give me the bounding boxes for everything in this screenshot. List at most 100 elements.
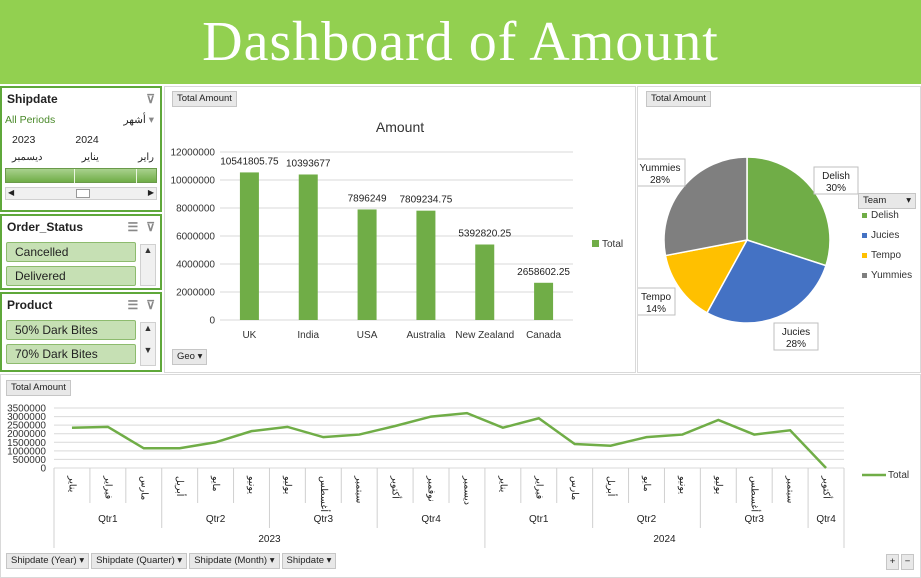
pie-label-percent: 28% bbox=[786, 339, 806, 350]
level-dropdown[interactable]: أشهر ▾ bbox=[123, 114, 154, 126]
y-tick-label: 6000000 bbox=[176, 232, 215, 243]
quarter-tick-label: Qtr2 bbox=[637, 514, 657, 525]
x-tick-label: Canada bbox=[526, 330, 561, 341]
line-value-button[interactable]: Total Amount bbox=[6, 380, 71, 396]
month-tick-label: أغسطس bbox=[318, 476, 331, 512]
clear-filter-icon[interactable]: ⊽ bbox=[146, 92, 155, 106]
shipdate-button[interactable]: Shipdate ▾ bbox=[281, 553, 337, 569]
y-tick-label: 1500000 bbox=[7, 438, 46, 449]
pie-label-box bbox=[813, 166, 859, 195]
multi-select-icon[interactable]: ☰ bbox=[127, 298, 139, 312]
expand-button[interactable]: + bbox=[886, 554, 899, 570]
y-tick-label: 4000000 bbox=[176, 260, 215, 271]
year-tick-label: 2023 bbox=[258, 534, 281, 545]
y-tick-label: 12000000 bbox=[171, 148, 216, 159]
y-tick-label: 2500000 bbox=[7, 421, 46, 432]
slicer-title: Order_Status bbox=[7, 220, 84, 234]
y-tick-label: 2000000 bbox=[7, 429, 46, 440]
bar bbox=[475, 244, 495, 320]
product-slicer[interactable]: Product ☰ ⊽ 50% Dark Bites 70% Dark Bites… bbox=[0, 292, 162, 372]
line-field-buttons: Shipdate (Year) ▾ Shipdate (Quarter) ▾ S… bbox=[6, 553, 337, 569]
month-tick-label: أبريل bbox=[605, 476, 618, 497]
slicer-item-70-dark-bites[interactable]: 70% Dark Bites bbox=[6, 344, 136, 364]
y-tick-label: 0 bbox=[40, 464, 46, 475]
x-tick-label: Australia bbox=[406, 330, 445, 341]
month-label: راير bbox=[138, 152, 154, 163]
shipdate-year-button[interactable]: Shipdate (Year) ▾ bbox=[6, 553, 90, 569]
quarter-tick-label: Qtr4 bbox=[421, 514, 441, 525]
dashboard-title: Dashboard of Amount bbox=[202, 11, 719, 73]
slicer-header: Order_Status ☰ ⊽ bbox=[2, 216, 160, 238]
month-tick-label: يوليو bbox=[282, 475, 293, 495]
dashboard-banner: Dashboard of Amount bbox=[0, 0, 921, 84]
scroll-down-icon[interactable]: ▼ bbox=[143, 345, 153, 355]
slicer-item-delivered[interactable]: Delivered bbox=[6, 266, 136, 286]
month-tick-label: يوليو bbox=[713, 475, 724, 495]
month-tick-label: مايو bbox=[641, 475, 652, 492]
pie-label-name: Delish bbox=[822, 171, 850, 182]
scroll-left-icon[interactable]: ◀ bbox=[8, 188, 15, 197]
pie-slice bbox=[705, 239, 827, 324]
bar-value-button[interactable]: Total Amount bbox=[172, 91, 237, 107]
month-tick-label: فبراير bbox=[102, 475, 113, 500]
timeline-bar[interactable] bbox=[5, 168, 157, 183]
collapse-button[interactable]: − bbox=[901, 554, 914, 570]
legend-label: Total bbox=[888, 470, 909, 481]
month-tick-label: فبراير bbox=[533, 475, 544, 500]
legend-swatch bbox=[862, 233, 867, 238]
chevron-down-icon: ▾ bbox=[326, 555, 332, 566]
shipdate-quarter-button[interactable]: Shipdate (Quarter) ▾ bbox=[91, 553, 188, 569]
slicer-header: Shipdate ⊽ bbox=[2, 88, 160, 110]
bar-data-label: 10393677 bbox=[286, 158, 331, 169]
year-label: 2023 bbox=[12, 134, 36, 146]
month-tick-label: سبتمبر bbox=[354, 475, 365, 503]
pie-label-box bbox=[773, 322, 819, 351]
clear-filter-icon[interactable]: ⊽ bbox=[146, 298, 155, 312]
slicer-item-cancelled[interactable]: Cancelled bbox=[6, 242, 136, 262]
scroll-up-icon[interactable]: ▲ bbox=[143, 323, 153, 333]
x-tick-label: India bbox=[297, 330, 319, 341]
slicer-item-50-dark-bites[interactable]: 50% Dark Bites bbox=[6, 320, 136, 340]
month-tick-label: نوفمبر bbox=[426, 475, 437, 502]
scroll-up-icon[interactable]: ▲ bbox=[143, 245, 153, 255]
bar bbox=[534, 282, 554, 320]
scroll-thumb[interactable] bbox=[76, 189, 90, 198]
pie-value-button[interactable]: Total Amount bbox=[646, 91, 711, 107]
y-tick-label: 3000000 bbox=[7, 412, 46, 423]
bar-data-label: 2658602.25 bbox=[517, 267, 570, 278]
legend-label: Total bbox=[602, 239, 623, 250]
multi-select-icon[interactable]: ☰ bbox=[127, 220, 139, 234]
bar-chart-title: Amount bbox=[376, 119, 424, 135]
shipdate-slicer[interactable]: Shipdate ⊽ All Periods أشهر ▾ 2023 2024 … bbox=[0, 86, 162, 212]
slicer-scrollbar[interactable]: ▲ bbox=[140, 244, 156, 286]
month-tick-label: يناير bbox=[497, 475, 508, 493]
legend-swatch bbox=[862, 253, 867, 258]
bar bbox=[416, 210, 436, 320]
quarter-tick-label: Qtr1 bbox=[98, 514, 118, 525]
geo-axis-button[interactable]: Geo ▾ bbox=[172, 349, 208, 365]
shipdate-month-button[interactable]: Shipdate (Month) ▾ bbox=[189, 553, 280, 569]
chevron-down-icon: ▾ bbox=[177, 555, 183, 566]
timeline-scrollbar[interactable]: ◀ ▶ bbox=[5, 187, 157, 200]
month-tick-label: أغسطس bbox=[749, 476, 762, 512]
team-legend-button[interactable]: Team ▾ bbox=[858, 193, 916, 209]
month-tick-label: يونيو bbox=[677, 475, 688, 494]
pie-label-box bbox=[638, 158, 686, 187]
scroll-right-icon[interactable]: ▶ bbox=[147, 188, 154, 197]
slicer-scrollbar[interactable]: ▲ ▼ bbox=[140, 322, 156, 366]
bar bbox=[298, 174, 318, 320]
pie-slice bbox=[664, 238, 749, 314]
slicer-title: Product bbox=[7, 298, 53, 312]
bar-data-label: 5392820.25 bbox=[458, 229, 511, 240]
legend-label: Delish bbox=[871, 210, 899, 221]
quarter-tick-label: Qtr3 bbox=[314, 514, 334, 525]
bar-chart-panel bbox=[164, 86, 636, 373]
chevron-down-icon: ▾ bbox=[197, 351, 203, 362]
y-tick-label: 2000000 bbox=[176, 288, 215, 299]
clear-filter-icon[interactable]: ⊽ bbox=[146, 220, 155, 234]
order-status-slicer[interactable]: Order_Status ☰ ⊽ Cancelled Delivered ▲ bbox=[0, 214, 162, 290]
month-tick-label: مارس bbox=[569, 476, 580, 500]
chevron-down-icon: ▾ bbox=[148, 114, 154, 126]
x-tick-label: New Zealand bbox=[455, 330, 514, 341]
